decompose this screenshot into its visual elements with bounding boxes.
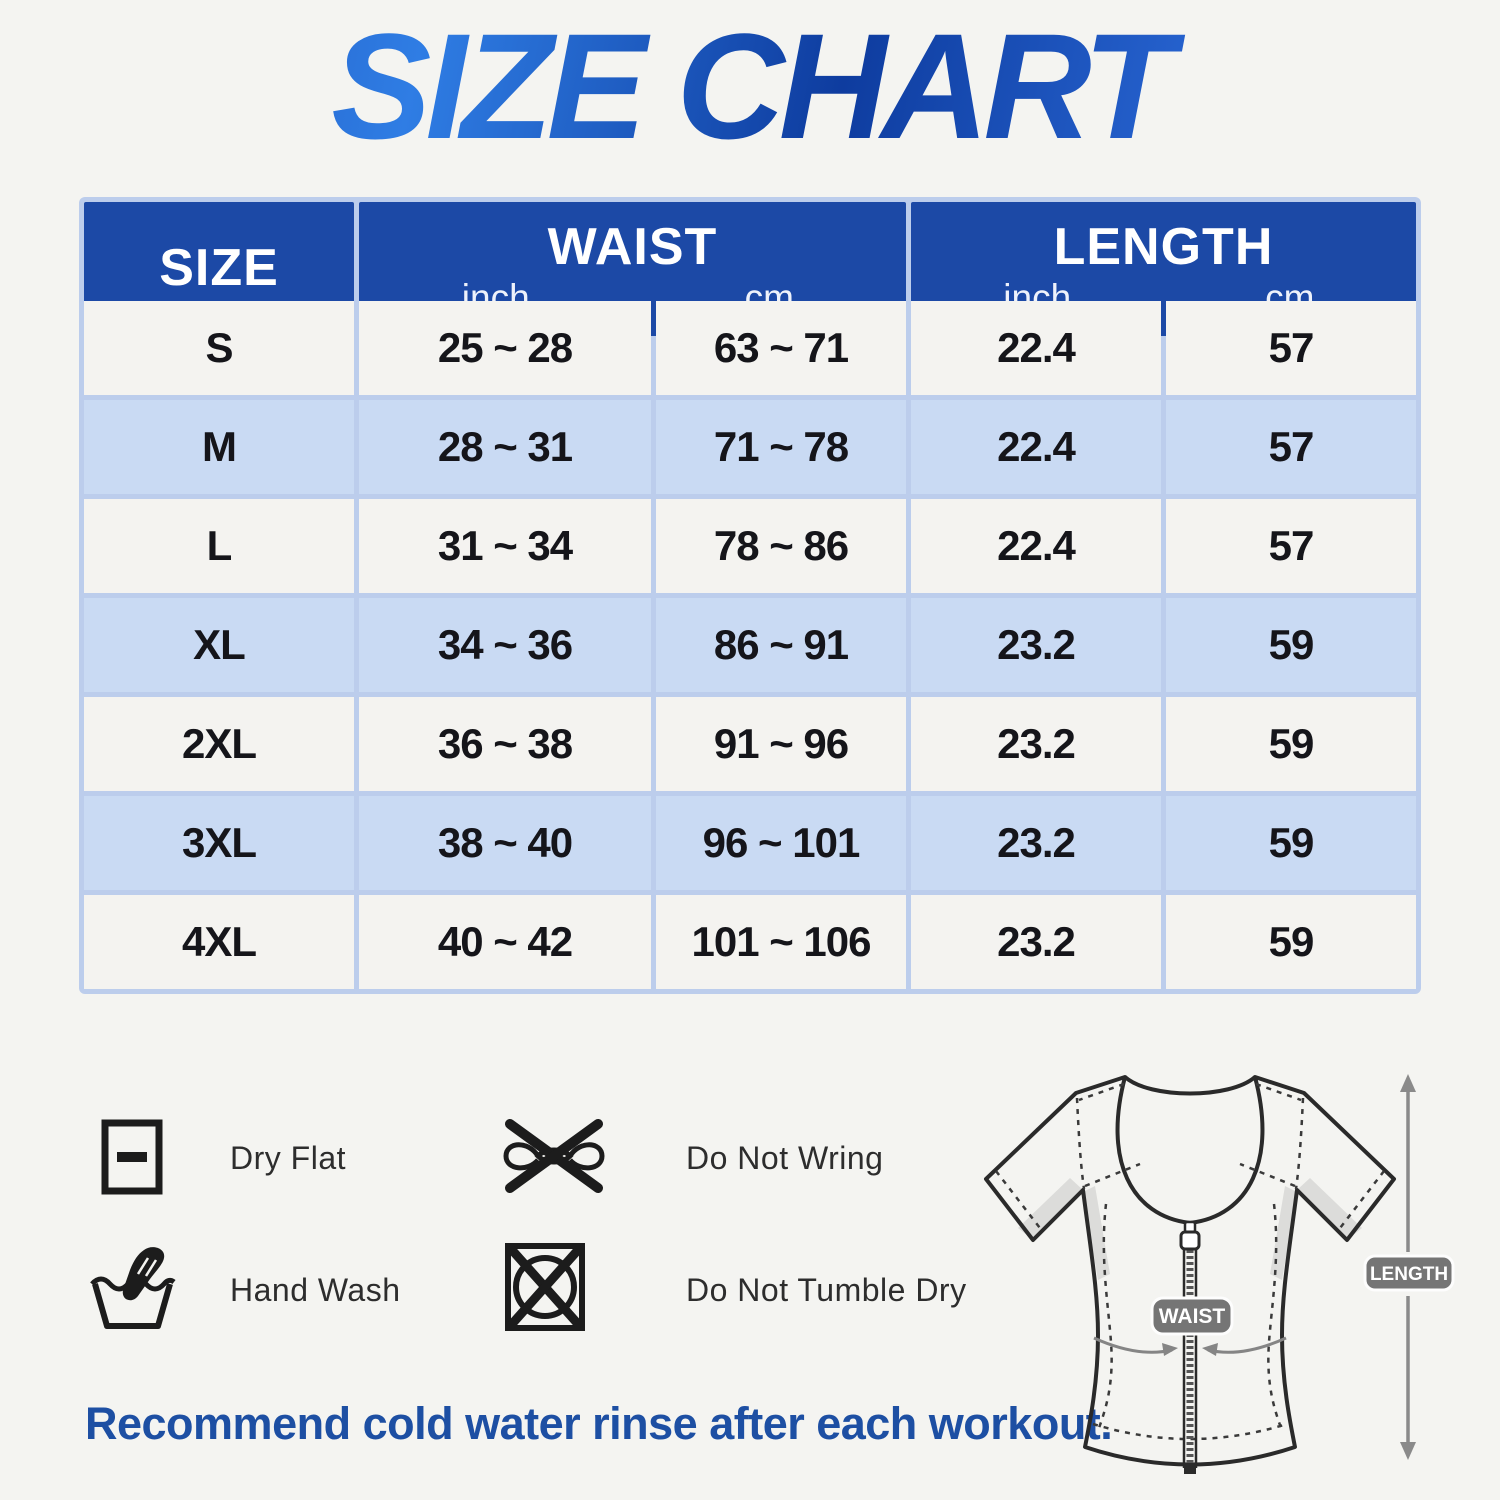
cell-waist-inch: 34 ~ 36 (359, 598, 651, 692)
cell-length-cm: 57 (1166, 499, 1416, 593)
do-not-tumble-dry-icon (502, 1240, 588, 1334)
hand-wash-label: Hand Wash (230, 1272, 401, 1308)
dry-flat-label: Dry Flat (230, 1140, 346, 1176)
cell-length-inch: 23.2 (911, 895, 1161, 989)
cell-size: 2XL (84, 697, 354, 791)
length-header-label: LENGTH (1053, 218, 1274, 277)
cell-waist-cm: 86 ~ 91 (656, 598, 906, 692)
cell-size: M (84, 400, 354, 494)
cell-length-inch: 22.4 (911, 400, 1161, 494)
cell-size: 4XL (84, 895, 354, 989)
cell-length-cm: 59 (1166, 598, 1416, 692)
garment-seams (995, 1082, 1385, 1441)
care-note: Recommend cold water rinse after each wo… (85, 1398, 1113, 1449)
cell-waist-inch: 25 ~ 28 (359, 301, 651, 395)
zipper (1179, 1220, 1201, 1474)
page-title: SIZE CHART (0, 7, 1500, 166)
garment-outline (984, 1075, 1396, 1467)
garment-shade-panels (1018, 1178, 1362, 1280)
cell-length-cm: 59 (1166, 895, 1416, 989)
cell-waist-inch: 31 ~ 34 (359, 499, 651, 593)
cell-waist-inch: 28 ~ 31 (359, 400, 651, 494)
cell-size: 3XL (84, 796, 354, 890)
cell-length-inch: 22.4 (911, 499, 1161, 593)
cell-length-inch: 23.2 (911, 697, 1161, 791)
cell-waist-cm: 96 ~ 101 (656, 796, 906, 890)
dry-flat-icon (100, 1118, 164, 1196)
cell-waist-cm: 91 ~ 96 (656, 697, 906, 791)
length-badge-label: LENGTH (1370, 1264, 1448, 1285)
do-not-wring-icon (498, 1114, 610, 1198)
cell-length-inch: 22.4 (911, 301, 1161, 395)
cell-size: S (84, 301, 354, 395)
hand-wash-icon (88, 1244, 176, 1332)
cell-length-inch: 23.2 (911, 598, 1161, 692)
length-badge: LENGTH (1363, 1254, 1455, 1292)
cell-waist-inch: 36 ~ 38 (359, 697, 651, 791)
cell-waist-cm: 101 ~ 106 (656, 895, 906, 989)
do-not-wring-label: Do Not Wring (686, 1140, 884, 1176)
size-header-label: SIZE (159, 239, 279, 298)
waist-header-label: WAIST (547, 218, 718, 277)
cell-length-cm: 57 (1166, 400, 1416, 494)
size-chart-table: SIZE WAIST inch cm LENGTH inch cm S 25 ~… (79, 197, 1421, 994)
cell-waist-cm: 71 ~ 78 (656, 400, 906, 494)
cell-length-cm: 59 (1166, 697, 1416, 791)
waist-badge: WAIST (1150, 1296, 1234, 1336)
cell-waist-cm: 78 ~ 86 (656, 499, 906, 593)
do-not-tumble-dry-label: Do Not Tumble Dry (686, 1272, 967, 1308)
cell-size: XL (84, 598, 354, 692)
garment-diagram: WAIST LENGTH (948, 1052, 1473, 1500)
cell-length-inch: 23.2 (911, 796, 1161, 890)
cell-waist-inch: 38 ~ 40 (359, 796, 651, 890)
cell-length-cm: 57 (1166, 301, 1416, 395)
cell-size: L (84, 499, 354, 593)
cell-waist-inch: 40 ~ 42 (359, 895, 651, 989)
cell-waist-cm: 63 ~ 71 (656, 301, 906, 395)
waist-badge-label: WAIST (1159, 1305, 1226, 1328)
cell-length-cm: 59 (1166, 796, 1416, 890)
